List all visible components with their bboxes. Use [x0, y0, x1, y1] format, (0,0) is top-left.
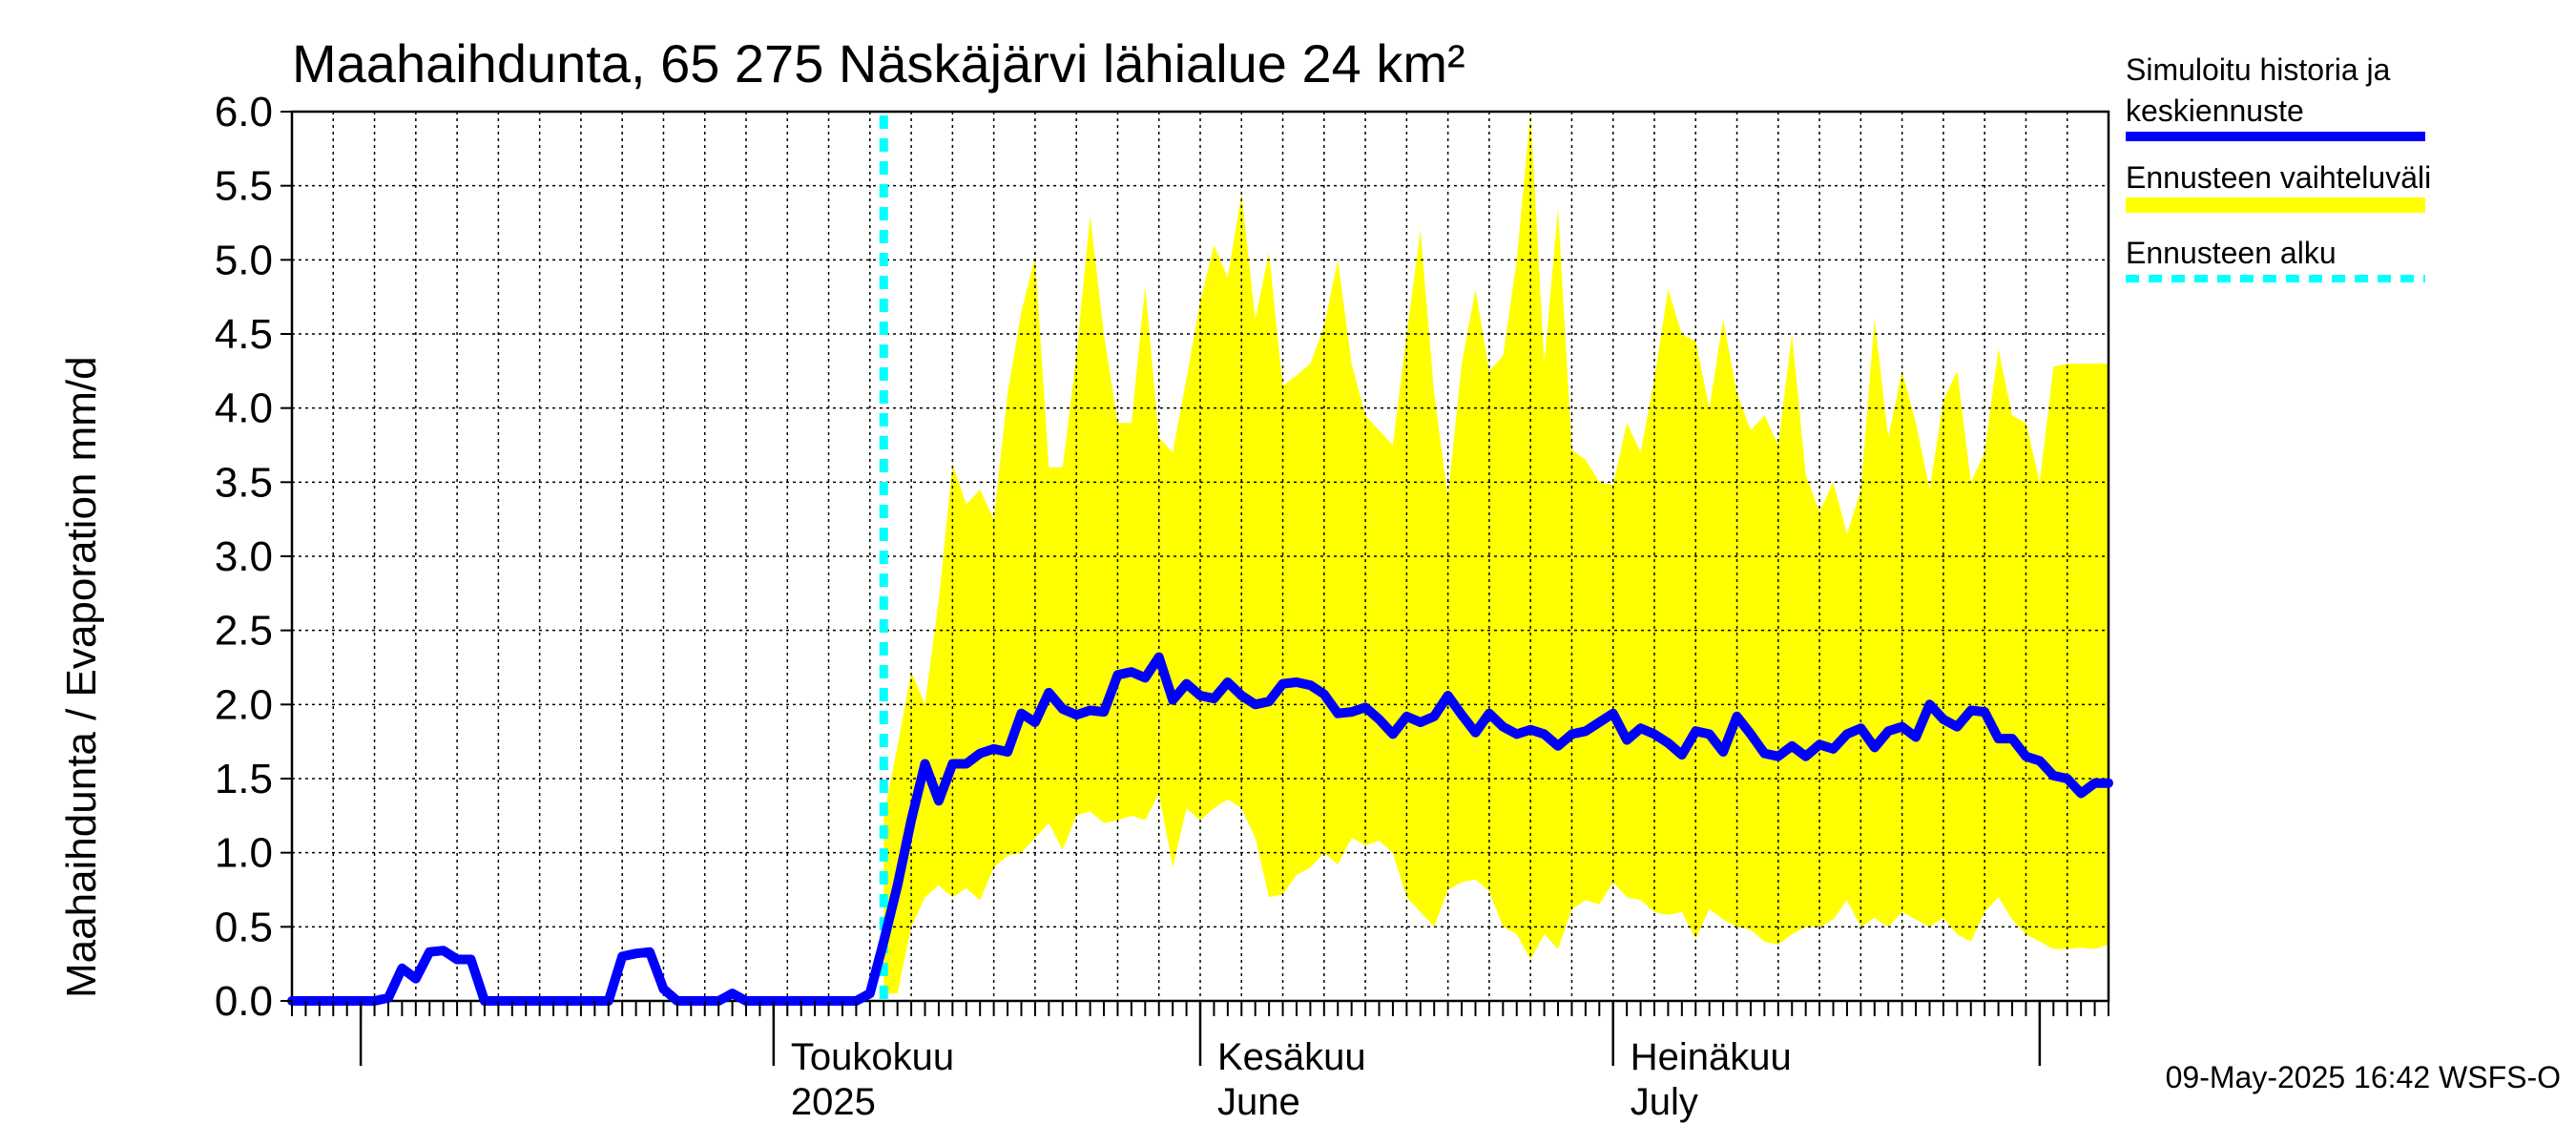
- legend-label-range: Ennusteen vaihteluväli: [2126, 160, 2431, 195]
- legend-label-forecast-start: Ennusteen alku: [2126, 236, 2337, 270]
- x-tick-layer: [280, 111, 2109, 1066]
- month-year-label: June: [1217, 1081, 1300, 1123]
- forecast-band-layer: [883, 112, 2109, 994]
- grid-layer: [292, 111, 2109, 1002]
- legend-label-simulated-line2: keskiennuste: [2126, 94, 2304, 128]
- plot-area: [280, 110, 2113, 1066]
- y-tick-label: 1.0: [215, 830, 273, 877]
- month-year-label: 2025: [791, 1081, 876, 1123]
- forecast-range-band: [883, 112, 2109, 994]
- y-axis-label: Maahaihdunta / Evaporation mm/d: [58, 356, 105, 998]
- month-year-label: July: [1631, 1081, 1698, 1123]
- legend-label-simulated-line1: Simuloitu historia ja: [2126, 52, 2391, 87]
- legend: Simuloitu historia ja keskiennuste Ennuste…: [2126, 52, 2431, 282]
- y-tick-label: 3.5: [215, 459, 273, 506]
- y-tick-label: 0.0: [215, 978, 273, 1025]
- month-label: Heinäkuu: [1631, 1036, 1792, 1078]
- y-tick-label: 5.0: [215, 237, 273, 283]
- y-tick-label: 5.5: [215, 163, 273, 210]
- y-tick-label: 1.5: [215, 756, 273, 802]
- y-tick-label: 6.0: [215, 89, 273, 135]
- y-tick-label: 2.5: [215, 608, 273, 655]
- y-tick-label: 0.5: [215, 904, 273, 950]
- y-tick-label: 4.5: [215, 311, 273, 358]
- chart-title: Maahaihdunta, 65 275 Näskäjärvi lähialue…: [292, 33, 1465, 94]
- y-tick-label: 2.0: [215, 681, 273, 728]
- y-tick-label: 3.0: [215, 533, 273, 580]
- month-label: Toukokuu: [791, 1036, 954, 1078]
- y-tick-label: 4.0: [215, 385, 273, 432]
- footer-timestamp: 09-May-2025 16:42 WSFS-O: [2166, 1060, 2561, 1094]
- y-tick-labels: 0.0 0.5 1.0 1.5 2.0 2.5 3.0 3.5 4.0 4.5 5.0 5.5 6.0: [215, 89, 273, 1025]
- month-label: Kesäkuu: [1217, 1036, 1366, 1078]
